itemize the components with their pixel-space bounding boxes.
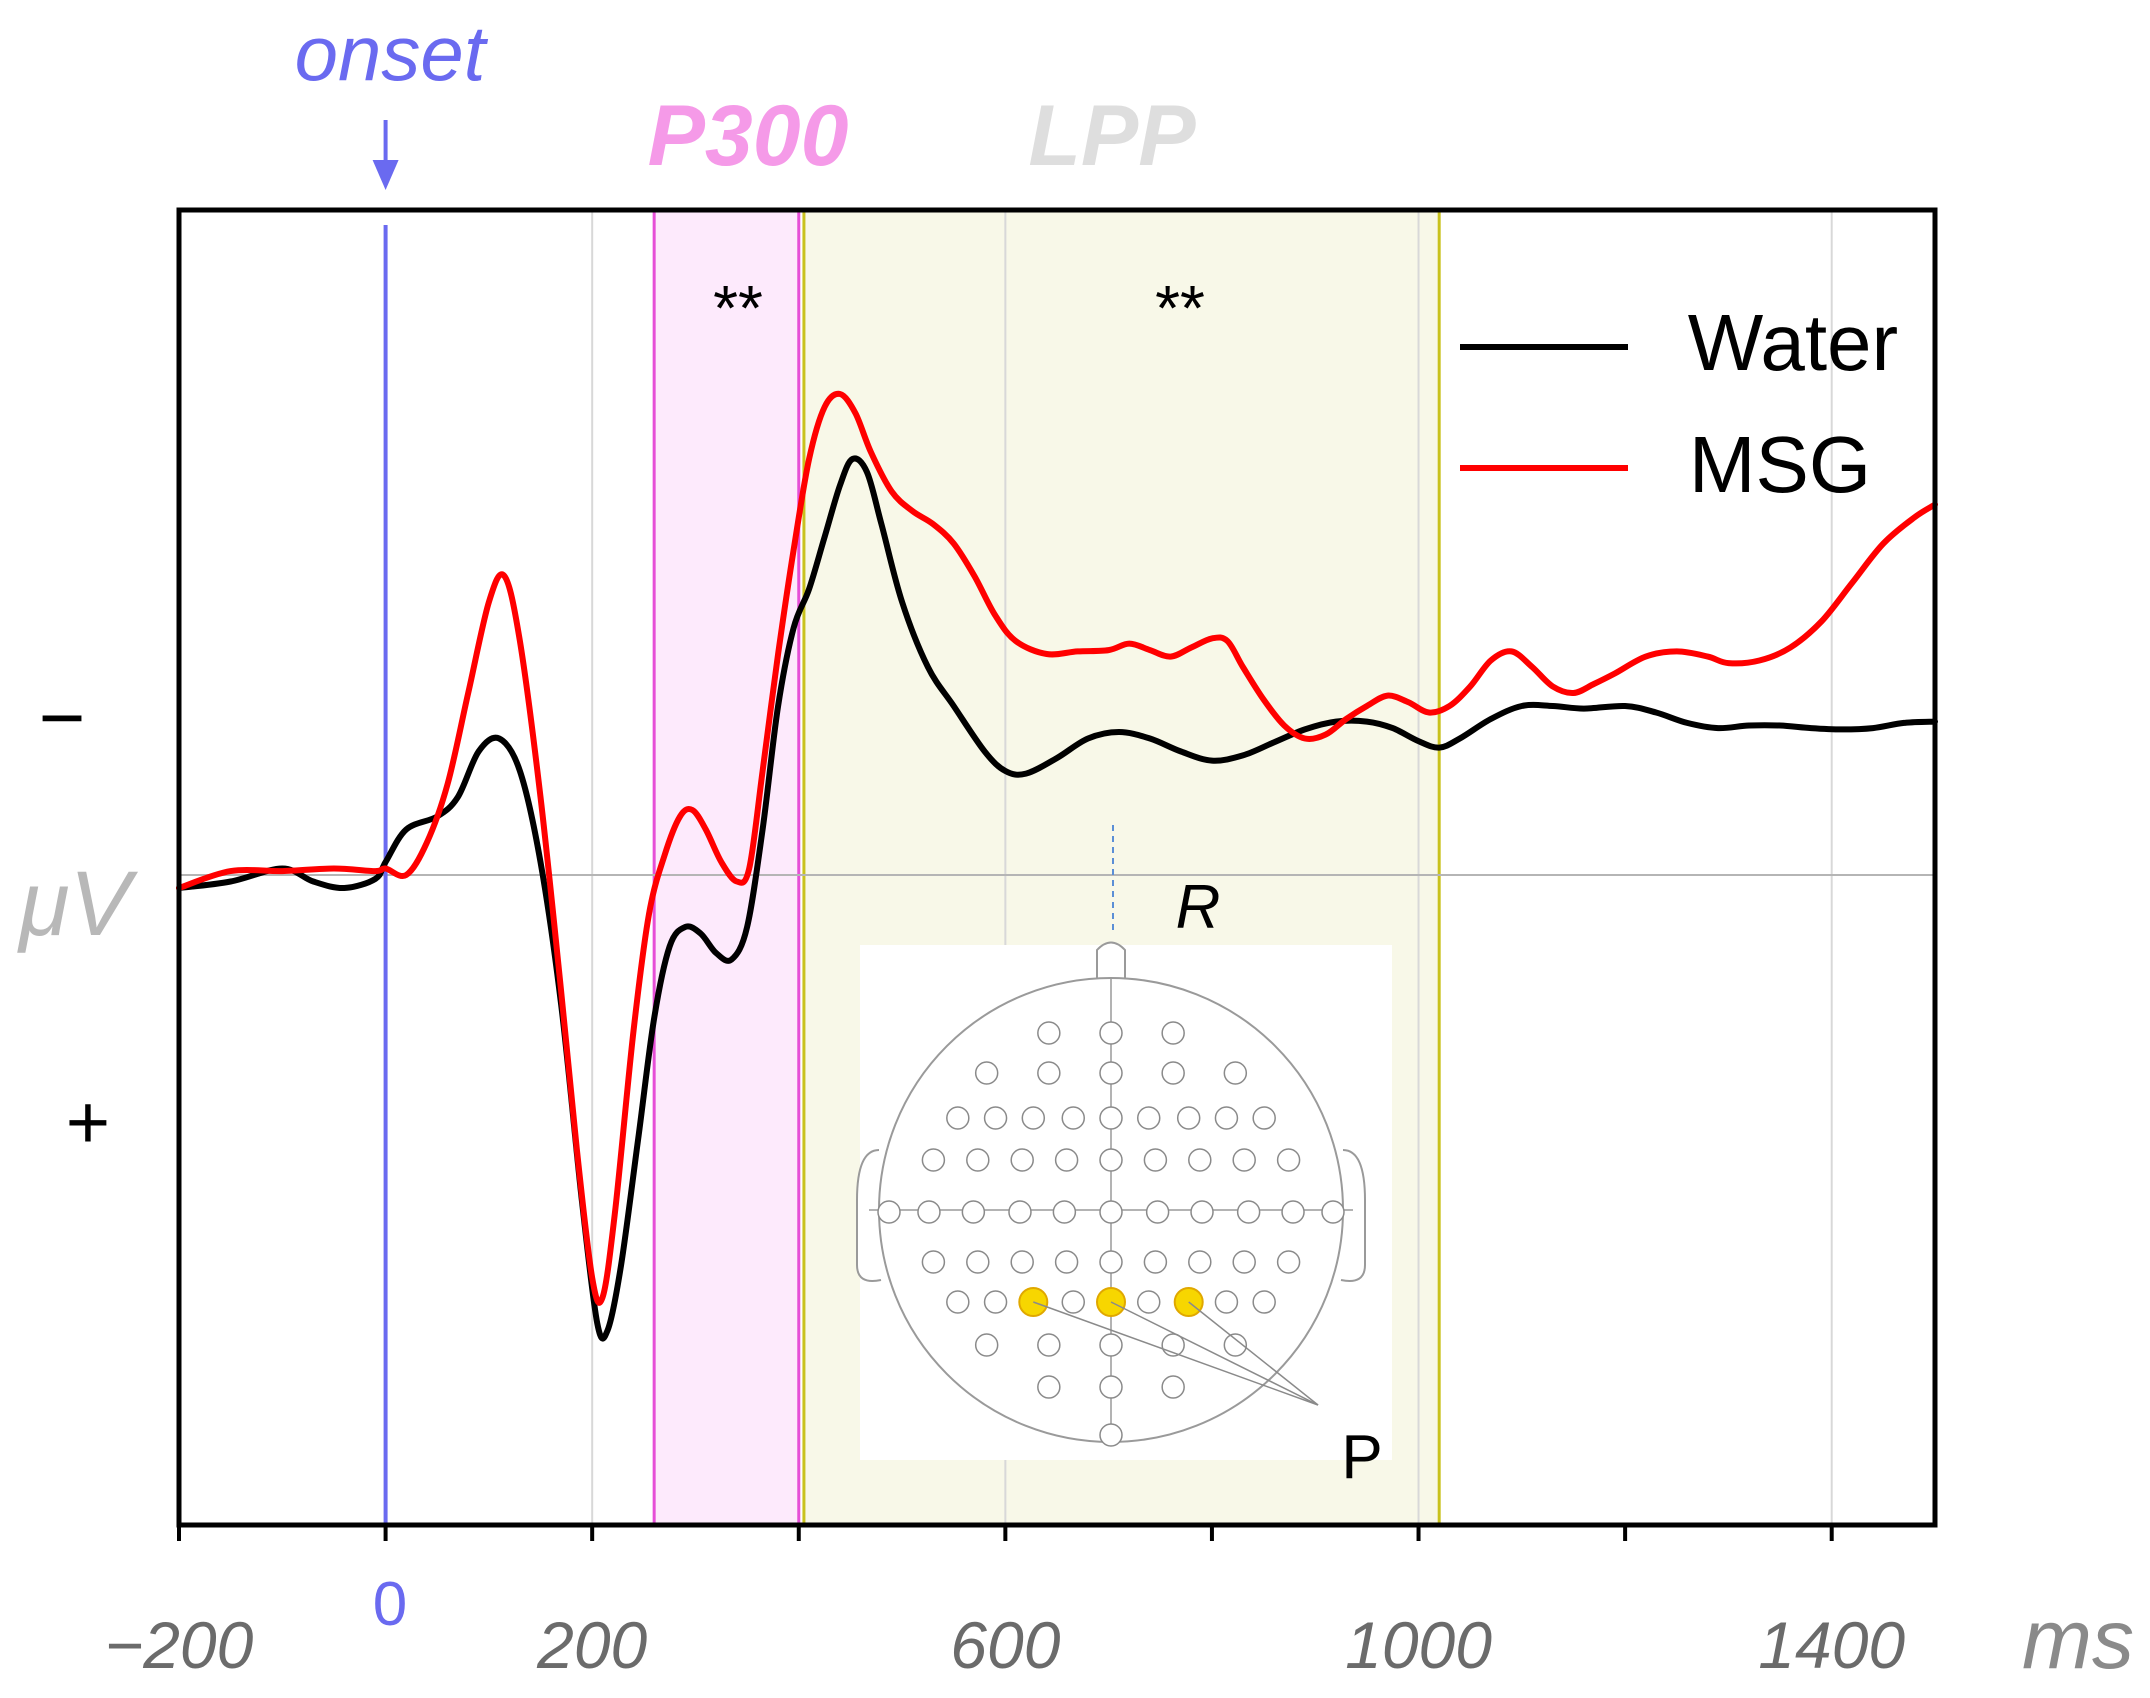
electrode-oz bbox=[1099, 1375, 1123, 1399]
grid-layer bbox=[179, 120, 1935, 1525]
electrode-po7 bbox=[974, 1333, 999, 1357]
electrode-ft8 bbox=[1276, 1148, 1301, 1172]
inset-roi-label: P bbox=[1341, 1423, 1382, 1492]
lpp-window-label: LPP bbox=[1028, 88, 1196, 184]
electrode-o2 bbox=[1161, 1375, 1185, 1399]
electrode-c5 bbox=[961, 1200, 986, 1224]
series-layer bbox=[176, 344, 1938, 1342]
head-right-ear bbox=[1340, 1149, 1366, 1282]
electrode-afz bbox=[1099, 1061, 1123, 1085]
electrode-c2 bbox=[1145, 1200, 1170, 1224]
electrode-t10 bbox=[1321, 1200, 1345, 1224]
electrode-f2 bbox=[1136, 1106, 1161, 1130]
p300-significance-label: ** bbox=[713, 272, 763, 344]
x-tick-label-1400: 1400 bbox=[1758, 1608, 1905, 1682]
electrode-c1 bbox=[1052, 1200, 1077, 1224]
electrode-fc5 bbox=[966, 1148, 990, 1172]
electrode-f8 bbox=[1252, 1106, 1276, 1130]
plot-border bbox=[176, 207, 1938, 1528]
roi-pointer-line-1 bbox=[1110, 1301, 1319, 1406]
head-left-ear bbox=[856, 1149, 882, 1282]
electrode-p1 bbox=[1061, 1290, 1086, 1314]
positive-polarity-label: + bbox=[66, 1080, 110, 1165]
electrode-fc3 bbox=[1010, 1148, 1034, 1172]
electrode-fc1 bbox=[1054, 1148, 1079, 1172]
electrode-f5 bbox=[983, 1106, 1008, 1130]
electrode-p7 bbox=[946, 1290, 970, 1314]
electrode-p6 bbox=[1214, 1290, 1239, 1314]
series-line-msg bbox=[176, 390, 1938, 1306]
electrode-fp2 bbox=[1161, 1021, 1185, 1045]
electrode-af4 bbox=[1161, 1061, 1185, 1085]
inset-reference-label: R bbox=[1176, 873, 1221, 942]
electrode-cp1 bbox=[1054, 1250, 1079, 1274]
electrode-fc2 bbox=[1143, 1148, 1168, 1172]
electrode-fcz bbox=[1099, 1148, 1123, 1172]
x-tick-label--200: −200 bbox=[105, 1608, 254, 1682]
electrode-p2 bbox=[1136, 1290, 1161, 1314]
electrode-af8 bbox=[1223, 1061, 1248, 1085]
lpp-significance-label: ** bbox=[1155, 272, 1205, 344]
onset-label: onset bbox=[295, 9, 489, 97]
electrode-cp3 bbox=[1010, 1250, 1034, 1274]
electrode-f3 bbox=[1021, 1106, 1046, 1130]
onset-arrow-head bbox=[372, 160, 399, 190]
electrode-t9 bbox=[877, 1200, 901, 1224]
x-tick-label-200: 200 bbox=[536, 1608, 647, 1682]
electrode-f6 bbox=[1214, 1106, 1239, 1130]
electrode-p5 bbox=[983, 1290, 1008, 1314]
electrode-cp6 bbox=[1232, 1250, 1256, 1274]
p300-window-label: P300 bbox=[648, 88, 849, 184]
electrode-cp4 bbox=[1188, 1250, 1212, 1274]
roi-pointer-line-0 bbox=[1033, 1301, 1319, 1406]
series-line-water bbox=[176, 455, 1938, 1342]
electrode-c6 bbox=[1236, 1200, 1261, 1224]
electrode-cp5 bbox=[966, 1250, 990, 1274]
electrode-o1 bbox=[1037, 1375, 1061, 1399]
electrode-po3 bbox=[1037, 1333, 1061, 1357]
electrode-cpz bbox=[1099, 1250, 1123, 1274]
electrode-iz bbox=[1099, 1423, 1123, 1447]
electrode-poz bbox=[1099, 1333, 1123, 1357]
electrode-tp7 bbox=[921, 1250, 946, 1274]
head-nose bbox=[1096, 941, 1126, 982]
y-axis-label: μV bbox=[17, 853, 138, 955]
electrode-fpz bbox=[1099, 1021, 1123, 1045]
electrode-fc6 bbox=[1232, 1148, 1256, 1172]
x-tick-label-600: 600 bbox=[950, 1608, 1060, 1682]
electrode-po8 bbox=[1223, 1333, 1248, 1357]
electrode-cp2 bbox=[1143, 1250, 1168, 1274]
electrode-ft7 bbox=[921, 1148, 946, 1172]
electrode-t8 bbox=[1281, 1200, 1305, 1224]
plot-frame: −200 200 600 1000 1400 bbox=[105, 207, 1938, 1682]
electrode-c4 bbox=[1190, 1200, 1214, 1224]
electrode-f1 bbox=[1061, 1106, 1086, 1130]
x-tick-label-zero: 0 bbox=[373, 1570, 407, 1639]
electrode-tp8 bbox=[1276, 1250, 1301, 1274]
electrode-montage-inset bbox=[856, 825, 1392, 1460]
electrode-fz bbox=[1099, 1106, 1123, 1130]
electrode-f7 bbox=[946, 1106, 970, 1130]
electrode-af7 bbox=[974, 1061, 999, 1085]
electrode-c3 bbox=[1008, 1200, 1032, 1224]
electrode-t7 bbox=[917, 1200, 941, 1224]
electrode-af3 bbox=[1037, 1061, 1061, 1085]
electrode-f4 bbox=[1176, 1106, 1201, 1130]
roi-pointer-line-2 bbox=[1188, 1301, 1319, 1406]
x-axis-label: ms bbox=[2022, 1592, 2134, 1686]
electrode-cz bbox=[1099, 1200, 1123, 1224]
legend-label-water: Water bbox=[1688, 298, 1898, 387]
electrode-p8 bbox=[1252, 1290, 1276, 1314]
electrode-fc4 bbox=[1188, 1148, 1212, 1172]
legend-label-msg: MSG bbox=[1689, 420, 1871, 509]
electrode-fp1 bbox=[1037, 1021, 1061, 1045]
x-tick-label-1000: 1000 bbox=[1345, 1608, 1492, 1682]
negative-polarity-label: − bbox=[39, 673, 86, 762]
labels-layer: onset P300 LPP ** ** − + μV ms 0 Water M… bbox=[17, 9, 2134, 1686]
